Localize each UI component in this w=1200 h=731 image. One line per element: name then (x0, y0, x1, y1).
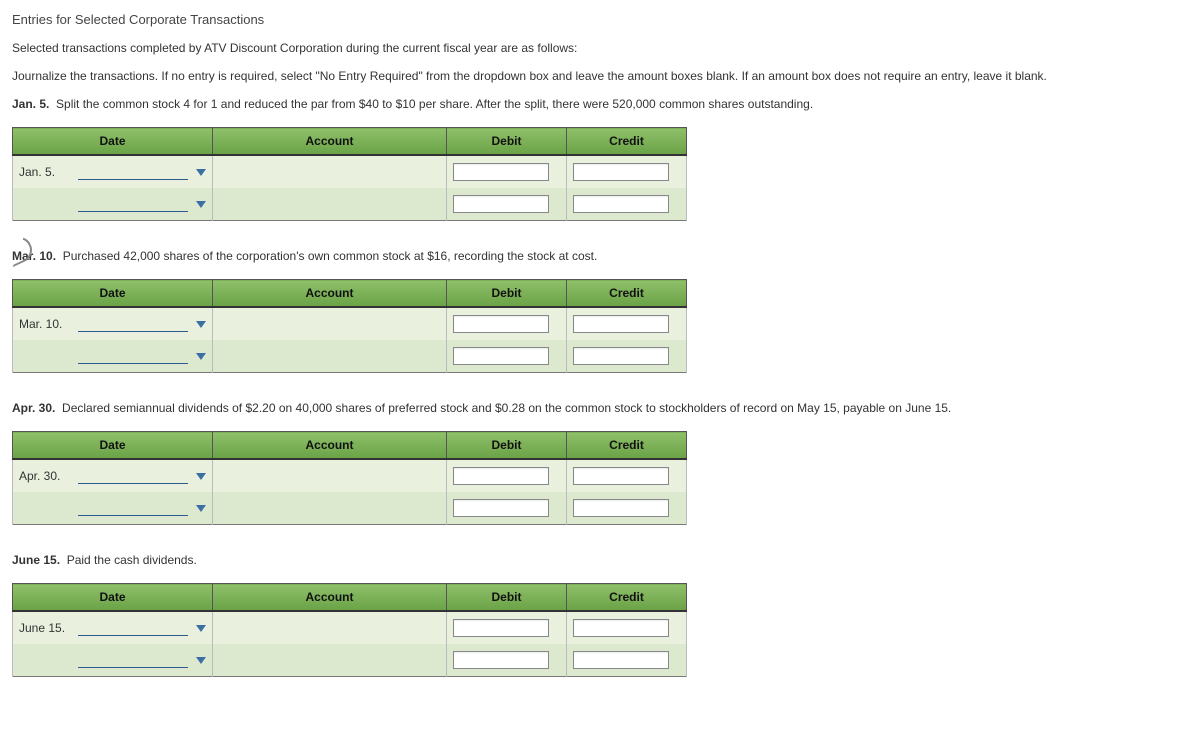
account-select-line[interactable] (78, 197, 188, 212)
table-row (13, 340, 687, 373)
page-title: Entries for Selected Corporate Transacti… (12, 12, 1188, 27)
txn-date-lead: Apr. 30. (12, 401, 55, 415)
chevron-down-icon[interactable] (196, 473, 206, 480)
journal-apr30: Date Account Debit Credit Apr. 30. (12, 431, 1188, 525)
journal-table: Date Account Debit Credit Jan. 5. (12, 127, 687, 221)
col-header-credit: Credit (567, 432, 687, 460)
txn-text: Declared semiannual (62, 401, 178, 415)
chevron-down-icon[interactable] (196, 505, 206, 512)
col-header-debit: Debit (447, 432, 567, 460)
link-dividends[interactable]: dividends (178, 401, 229, 415)
debit-input[interactable] (453, 619, 549, 637)
account-select-line[interactable] (78, 165, 188, 180)
col-header-date: Date (13, 128, 213, 156)
credit-input[interactable] (573, 499, 669, 517)
journal-table: Date Account Debit Credit June 15. (12, 583, 687, 677)
row-date-label: Jan. 5. (19, 165, 74, 179)
chevron-down-icon[interactable] (196, 321, 206, 328)
debit-input[interactable] (453, 499, 549, 517)
transaction-jan5-prompt: Jan. 5. Split the common stock 4 for 1 a… (12, 97, 1188, 111)
link-common-stock[interactable]: common stock (103, 97, 180, 111)
account-select-line[interactable] (78, 653, 188, 668)
link-par[interactable]: par (311, 97, 328, 111)
col-header-date: Date (13, 584, 213, 612)
journal-jan5: Date Account Debit Credit Jan. 5. (12, 127, 1188, 221)
transaction-jun15-prompt: June 15. Paid the cash dividends. (12, 553, 1188, 567)
col-header-account: Account (213, 280, 447, 308)
col-header-debit: Debit (447, 584, 567, 612)
col-header-credit: Credit (567, 280, 687, 308)
row-date-label: Apr. 30. (19, 469, 74, 483)
credit-input[interactable] (573, 163, 669, 181)
journal-table: Date Account Debit Credit Apr. 30. (12, 431, 687, 525)
account-select-line[interactable] (78, 469, 188, 484)
credit-input[interactable] (573, 651, 669, 669)
chevron-down-icon[interactable] (196, 201, 206, 208)
txn-text: of record on May 15, payable on June 15. (726, 401, 951, 415)
txn-date-lead: Jan. 5. (12, 97, 49, 111)
credit-input[interactable] (573, 195, 669, 213)
link-stock[interactable]: stock (527, 249, 555, 263)
debit-input[interactable] (453, 651, 549, 669)
intro-text-1: Selected transactions completed by ATV D… (12, 41, 1188, 55)
account-select-line[interactable] (78, 621, 188, 636)
chevron-down-icon[interactable] (196, 353, 206, 360)
col-header-account: Account (213, 128, 447, 156)
debit-input[interactable] (453, 315, 549, 333)
table-row: June 15. (13, 611, 687, 644)
chevron-down-icon[interactable] (196, 625, 206, 632)
transaction-mar10-prompt: Mar. 10. Purchased 42,000 shares of the … (12, 249, 1188, 263)
debit-input[interactable] (453, 195, 549, 213)
credit-input[interactable] (573, 619, 669, 637)
credit-input[interactable] (573, 467, 669, 485)
chevron-down-icon[interactable] (196, 169, 206, 176)
journal-mar10: Date Account Debit Credit Mar. 10. (12, 279, 1188, 373)
txn-date-lead: June 15. (12, 553, 60, 567)
link-preferred-stock[interactable]: preferred stock (388, 401, 468, 415)
txn-text: Purchased 42,000 shares of the corporati… (63, 249, 528, 263)
row-date-label: Mar. 10. (19, 317, 74, 331)
col-header-credit: Credit (567, 128, 687, 156)
table-row: Apr. 30. (13, 459, 687, 492)
col-header-date: Date (13, 280, 213, 308)
table-row: Jan. 5. (13, 155, 687, 188)
txn-text: 4 for 1 and reduced the (180, 97, 311, 111)
account-select-line[interactable] (78, 349, 188, 364)
debit-input[interactable] (453, 163, 549, 181)
credit-input[interactable] (573, 315, 669, 333)
col-header-account: Account (213, 584, 447, 612)
col-header-debit: Debit (447, 280, 567, 308)
col-header-account: Account (213, 432, 447, 460)
txn-text: Split the (56, 97, 103, 111)
intro-text-2: Journalize the transactions. If no entry… (12, 69, 1188, 83)
journal-table: Date Account Debit Credit Mar. 10. (12, 279, 687, 373)
table-row (13, 188, 687, 221)
col-header-credit: Credit (567, 584, 687, 612)
account-select-line[interactable] (78, 317, 188, 332)
txn-text: Paid the (67, 553, 114, 567)
txn-text: at cost. (555, 249, 597, 263)
table-row (13, 492, 687, 525)
row-date-label: June 15. (19, 621, 74, 635)
credit-input[interactable] (573, 347, 669, 365)
link-stockholders[interactable]: stockholders (659, 401, 726, 415)
transaction-apr30-prompt: Apr. 30. Declared semiannual dividends o… (12, 401, 1188, 415)
txn-text: from $40 to $10 per share. After the spl… (328, 97, 813, 111)
txn-text: . (193, 553, 196, 567)
debit-input[interactable] (453, 467, 549, 485)
link-cash-dividends[interactable]: cash dividends (114, 553, 193, 567)
account-select-line[interactable] (78, 501, 188, 516)
debit-input[interactable] (453, 347, 549, 365)
txn-text: of $2.20 on 40,000 shares of (229, 401, 388, 415)
table-row: Mar. 10. (13, 307, 687, 340)
txn-text: and $0.28 on the common stock to (468, 401, 659, 415)
journal-jun15: Date Account Debit Credit June 15. (12, 583, 1188, 677)
col-header-date: Date (13, 432, 213, 460)
chevron-down-icon[interactable] (196, 657, 206, 664)
col-header-debit: Debit (447, 128, 567, 156)
table-row (13, 644, 687, 677)
